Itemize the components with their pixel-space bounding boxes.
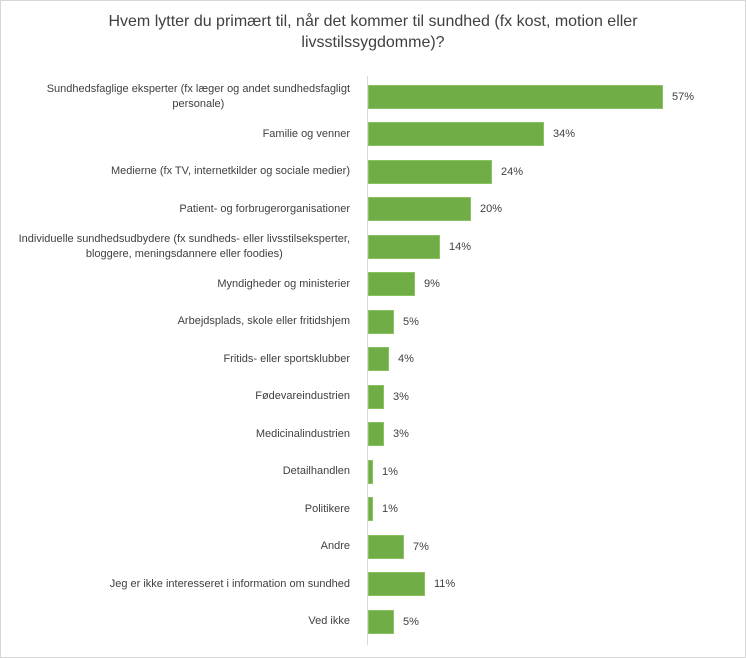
bar	[368, 234, 440, 259]
category-label-cell: Myndigheder og ministerier	[1, 277, 361, 292]
chart-row: Andre 7%	[1, 528, 745, 566]
value-label: 9%	[424, 278, 440, 291]
category-label-cell: Detailhandlen	[1, 464, 361, 479]
category-label: Fritids- eller sportsklubber	[223, 352, 350, 365]
bar	[368, 609, 394, 634]
chart-row: Arbejdsplads, skole eller fritidshjem 5%	[1, 303, 745, 341]
chart-row: Fødevareindustrien 3%	[1, 378, 745, 416]
bar-cell: 20%	[361, 191, 745, 229]
category-label: Detailhandlen	[282, 465, 350, 478]
bar-cell: 1%	[361, 491, 745, 529]
category-label: Ved ikke	[308, 615, 350, 628]
category-label: Arbejdsplads, skole eller fritidshjem	[177, 315, 350, 328]
bar	[368, 272, 415, 297]
chart-row: Fritids- eller sportsklubber 4%	[1, 341, 745, 379]
bar-cell: 5%	[361, 303, 745, 341]
category-label: Jeg er ikke interesseret i information o…	[109, 577, 350, 590]
category-label: Myndigheder og ministerier	[217, 277, 350, 290]
chart-row: Jeg er ikke interesseret i information o…	[1, 566, 745, 604]
bar	[368, 422, 384, 447]
chart-row: Patient- og forbrugerorganisationer 20%	[1, 191, 745, 229]
category-label-cell: Politikere	[1, 502, 361, 517]
value-label: 14%	[449, 240, 472, 253]
value-label: 1%	[382, 503, 398, 516]
category-label: Familie og venner	[262, 127, 350, 140]
bar	[368, 347, 389, 372]
category-label: Fødevareindustrien	[255, 390, 350, 403]
value-label: 24%	[501, 165, 524, 178]
chart-row: Medierne (fx TV, internetkilder og socia…	[1, 153, 745, 191]
bar-cell: 1%	[361, 453, 745, 491]
bar-cell: 5%	[361, 603, 745, 641]
bar	[368, 84, 663, 109]
bar-cell: 9%	[361, 266, 745, 304]
chart-title-text: Hvem lytter du primært til, når det komm…	[108, 13, 638, 51]
bar-cell: 3%	[361, 378, 745, 416]
value-label: 7%	[413, 540, 429, 553]
category-label-cell: Patient- og forbrugerorganisationer	[1, 202, 361, 217]
chart-title: Hvem lytter du primært til, når det komm…	[1, 11, 745, 53]
bar	[368, 159, 492, 184]
bar	[368, 197, 471, 222]
category-label-cell: Individuelle sundhedsudbydere (fx sundhe…	[1, 232, 361, 262]
chart-row: Individuelle sundhedsudbydere (fx sundhe…	[1, 228, 745, 266]
value-label: 20%	[480, 203, 503, 216]
category-label-cell: Fødevareindustrien	[1, 389, 361, 404]
bar	[368, 497, 373, 522]
bar	[368, 122, 544, 147]
bar	[368, 384, 384, 409]
value-label: 3%	[393, 428, 409, 441]
category-label: Patient- og forbrugerorganisationer	[179, 202, 350, 215]
value-label: 4%	[398, 353, 414, 366]
category-label: Individuelle sundhedsudbydere (fx sundhe…	[18, 232, 350, 260]
category-label: Medicinalindustrien	[255, 427, 350, 440]
bar-cell: 34%	[361, 116, 745, 154]
bar-cell: 14%	[361, 228, 745, 266]
chart-row: Detailhandlen 1%	[1, 453, 745, 491]
bar-chart-rows: Sundhedsfaglige eksperter (fx læger og a…	[1, 78, 745, 641]
category-label: Medierne (fx TV, internetkilder og socia…	[110, 165, 350, 178]
value-label: 1%	[382, 465, 398, 478]
category-label-cell: Jeg er ikke interesseret i information o…	[1, 577, 361, 592]
category-label-cell: Medierne (fx TV, internetkilder og socia…	[1, 164, 361, 179]
chart-row: Myndigheder og ministerier 9%	[1, 266, 745, 304]
bar-cell: 4%	[361, 341, 745, 379]
category-label-cell: Andre	[1, 539, 361, 554]
bar-cell: 24%	[361, 153, 745, 191]
value-label: 11%	[434, 578, 456, 591]
category-label-cell: Ved ikke	[1, 614, 361, 629]
value-label: 5%	[403, 615, 419, 628]
category-axis-line	[367, 76, 368, 645]
bar-cell: 57%	[361, 78, 745, 116]
category-label: Politikere	[304, 502, 350, 515]
bar-cell: 3%	[361, 416, 745, 454]
bar	[368, 572, 425, 597]
bar-cell: 11%	[361, 566, 745, 604]
category-label-cell: Medicinalindustrien	[1, 427, 361, 442]
category-label: Sundhedsfaglige eksperter (fx læger og a…	[46, 82, 350, 110]
category-label-cell: Fritids- eller sportsklubber	[1, 352, 361, 367]
bar	[368, 534, 404, 559]
value-label: 34%	[553, 128, 576, 141]
bar-cell: 7%	[361, 528, 745, 566]
chart-row: Politikere 1%	[1, 491, 745, 529]
chart-row: Ved ikke 5%	[1, 603, 745, 641]
value-label: 57%	[672, 90, 695, 103]
value-label: 5%	[403, 315, 419, 328]
category-label-cell: Familie og venner	[1, 127, 361, 142]
bar	[368, 459, 373, 484]
category-label: Andre	[320, 540, 350, 553]
value-label: 3%	[393, 390, 409, 403]
chart-row: Familie og venner 34%	[1, 116, 745, 154]
chart-row: Medicinalindustrien 3%	[1, 416, 745, 454]
bar	[368, 309, 394, 334]
category-label-cell: Arbejdsplads, skole eller fritidshjem	[1, 314, 361, 329]
category-label-cell: Sundhedsfaglige eksperter (fx læger og a…	[1, 82, 361, 112]
chart-row: Sundhedsfaglige eksperter (fx læger og a…	[1, 78, 745, 116]
